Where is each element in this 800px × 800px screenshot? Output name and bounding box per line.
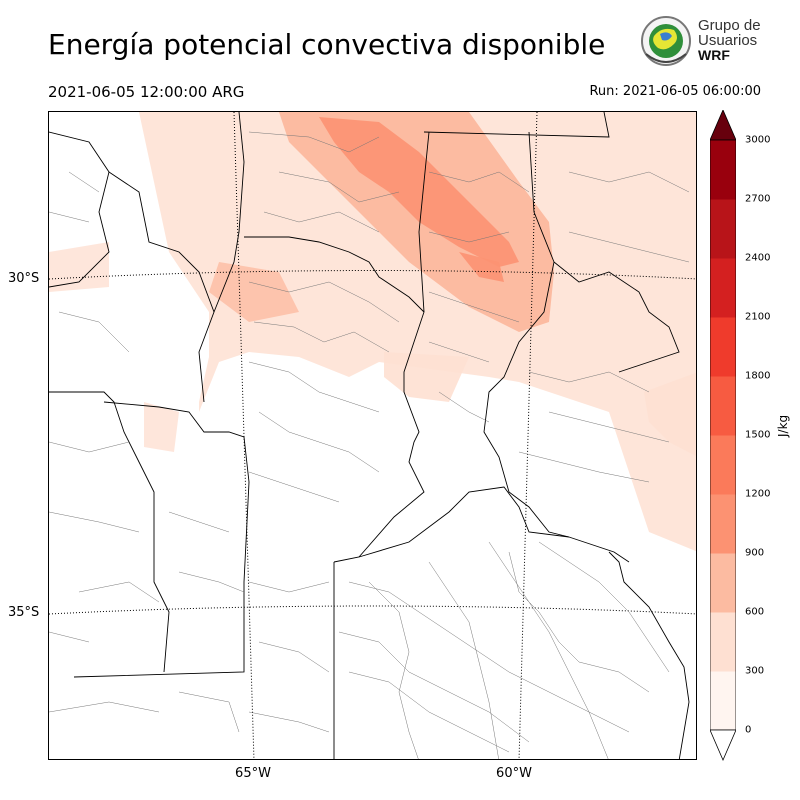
- graticule-lon-65w: [233, 112, 255, 759]
- border-west-catamarca: [49, 131, 110, 288]
- logo-emblem-icon: [641, 16, 691, 66]
- lat-label-30s: 30°S: [8, 271, 40, 286]
- border-coast: [608, 551, 690, 759]
- cape-band-300d: [144, 402, 179, 452]
- colorbar-segment: [710, 435, 736, 495]
- border-santa-fe-entre-rios: [483, 131, 630, 563]
- logo-line-3: WRF: [698, 47, 730, 63]
- colorbar-segment: [710, 199, 736, 259]
- colorbar-segment: [710, 671, 736, 731]
- colorbar-segment: [710, 612, 736, 672]
- border-buenos-aires: [333, 486, 570, 563]
- colorbar-tick-label: 600: [745, 606, 765, 618]
- cape-band-300c: [644, 372, 696, 456]
- border-mendoza: [49, 391, 170, 673]
- wrf-group-logo: Grupo de Usuarios WRF: [638, 14, 768, 74]
- lon-label-60w: 60°W: [496, 766, 532, 781]
- border-corrientes: [553, 261, 680, 373]
- map-canvas: [49, 112, 696, 759]
- logo-line-2: Usuarios: [698, 32, 758, 49]
- run-time: Run: 2021-06-05 06:00:00: [589, 84, 761, 99]
- colorbar-tick-label: 1500: [745, 429, 771, 441]
- cape-band-300e: [384, 352, 469, 402]
- colorbar-tick-label: 2700: [745, 193, 771, 205]
- logo-text: Grupo de Usuarios WRF: [698, 18, 761, 63]
- department-borders: [49, 131, 690, 759]
- colorbar: [710, 110, 736, 762]
- lat-label-35s: 35°S: [8, 605, 40, 620]
- colorbar-tick-label: 3000: [745, 134, 771, 146]
- colorbar-tick-label: 0: [745, 724, 752, 736]
- border-santiago-santa-fe: [358, 131, 430, 558]
- colorbar-extend-min: [710, 729, 736, 762]
- graticule-lon-60w: [518, 112, 538, 759]
- graticule-lat-30s: [49, 270, 696, 280]
- colorbar-segment: [710, 553, 736, 613]
- colorbar-tick-label: 1200: [745, 488, 771, 500]
- colorbar-tick-label: 900: [745, 547, 765, 559]
- cape-band-600b: [209, 262, 299, 322]
- colorbar-segment: [710, 317, 736, 377]
- map-title: Energía potencial convectiva disponible: [48, 28, 606, 61]
- border-la-rioja-cordoba: [213, 112, 245, 313]
- colorbar-tick-label: 2400: [745, 252, 771, 264]
- border-san-luis: [73, 401, 250, 678]
- colorbar-tick-label: 1800: [745, 370, 771, 382]
- cape-band-900b: [459, 252, 504, 282]
- cape-band-300b: [49, 242, 109, 292]
- graticule-lat-35s: [49, 605, 696, 615]
- colorbar-tick-label: 2100: [745, 311, 771, 323]
- colorbar-unit-label: J/kg: [776, 414, 790, 437]
- lon-label-65w: 65°W: [235, 766, 271, 781]
- cape-band-900: [319, 117, 519, 267]
- colorbar-segment: [710, 140, 736, 200]
- cape-shading: [49, 112, 696, 552]
- province-borders: [49, 112, 690, 759]
- colorbar-tick-label: 300: [745, 665, 765, 677]
- graticule: [49, 112, 696, 759]
- valid-time: 2021-06-05 12:00:00 ARG: [48, 83, 245, 101]
- border-cordoba-north: [244, 236, 425, 313]
- border-catamarca-la-rioja: [108, 171, 215, 403]
- cape-map: [48, 111, 697, 760]
- colorbar-segment: [710, 376, 736, 436]
- colorbar-segment: [710, 258, 736, 318]
- border-chaco: [423, 112, 610, 138]
- logo-line-1: Grupo de: [698, 17, 761, 34]
- colorbar-extend-max: [710, 110, 736, 141]
- colorbar-segment: [710, 494, 736, 554]
